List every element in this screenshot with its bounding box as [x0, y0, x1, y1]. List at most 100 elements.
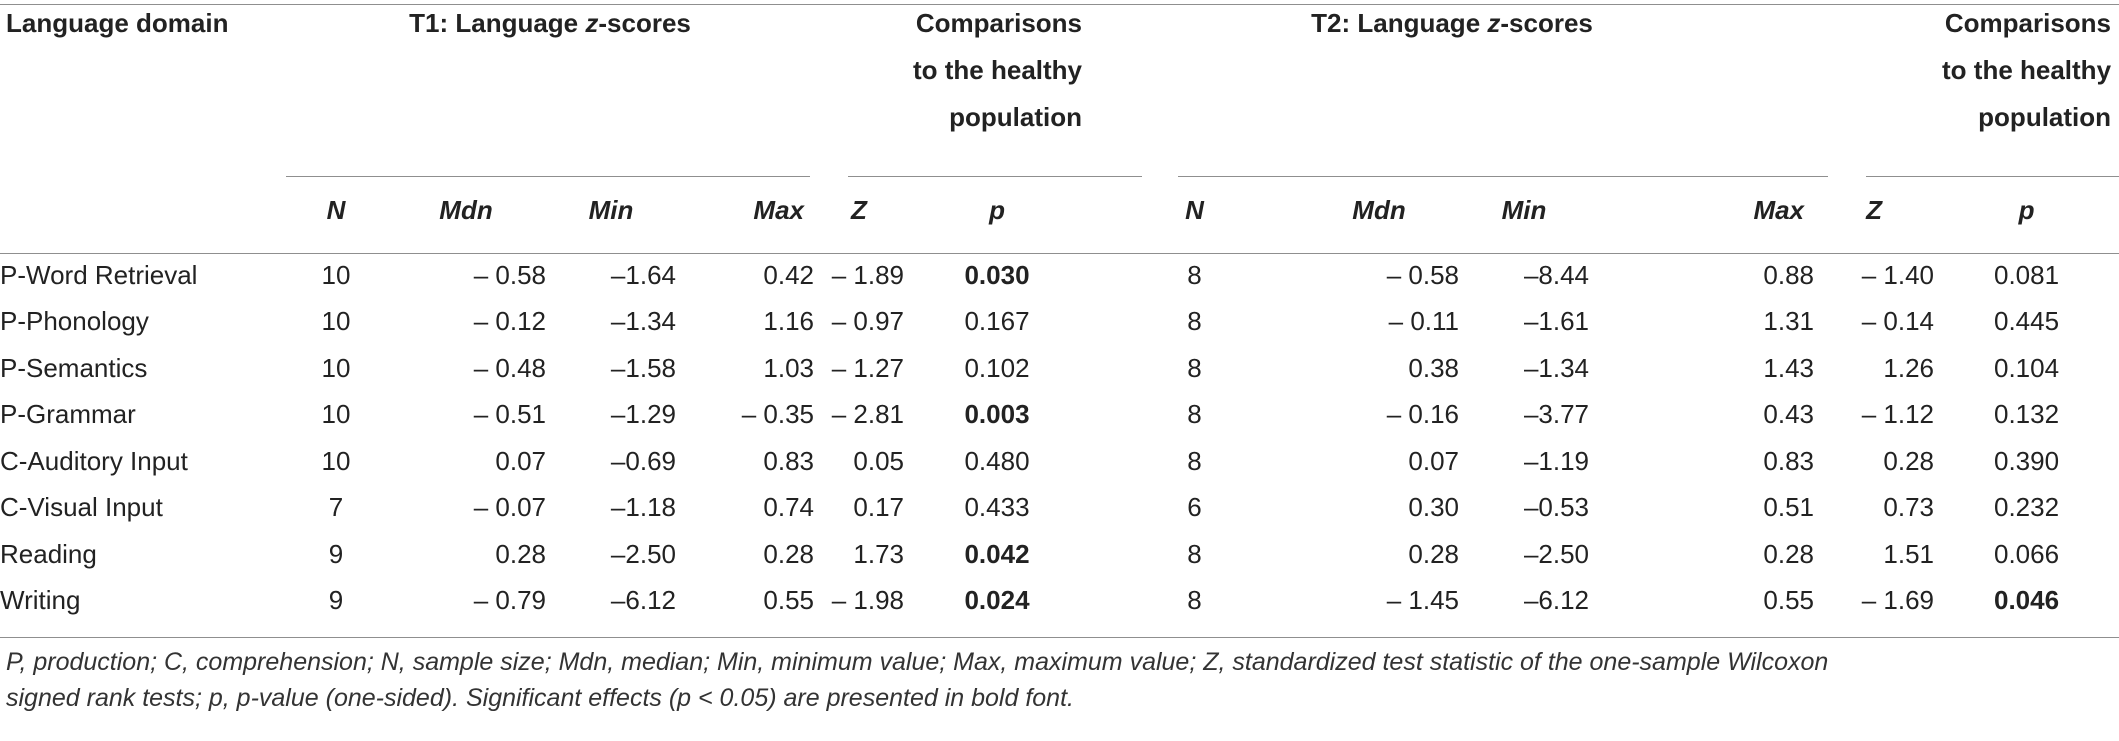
t2-min-header: Min — [1501, 194, 1547, 225]
t2-n-cell: 8 — [1187, 306, 1202, 337]
t2-comparison-rule — [1866, 176, 2119, 177]
t2-mdn-cell: 0.30 — [1408, 492, 1460, 523]
table-row: C-Auditory Input 10 0.07 –0.69 0.83 0.05 0.480… — [0, 438, 2119, 485]
t2-mdn-cell: 0.07 — [1408, 445, 1460, 476]
t2-n-cell: 8 — [1187, 399, 1202, 430]
t1-mdn-cell: – 0.79 — [473, 585, 546, 616]
t2-min-cell: –2.50 — [1523, 538, 1590, 569]
t2-max-cell: 0.51 — [1763, 492, 1815, 523]
t1-max-cell: 0.42 — [763, 259, 814, 290]
t1-n-cell: 10 — [321, 352, 351, 383]
row-domain-label: P-Word Retrieval — [0, 259, 198, 290]
t2-n-cell: 8 — [1187, 538, 1202, 569]
table-row: P-Word Retrieval 10 – 0.58 –1.64 0.42 – 1.89 0… — [0, 248, 2119, 299]
t2-n-cell: 8 — [1187, 259, 1202, 290]
t1-z-cell: – 2.81 — [831, 399, 904, 430]
t2-mdn-cell: – 0.58 — [1386, 259, 1460, 290]
t1-max-cell: 1.16 — [763, 306, 814, 337]
t1-title-z: z — [585, 8, 599, 38]
t2-z-cell: – 1.12 — [1861, 399, 1935, 430]
t1-p-cell: 0.433 — [964, 492, 1030, 523]
t2-z-cell: 0.28 — [1883, 445, 1935, 476]
table-row: P-Phonology 10 – 0.12 –1.34 1.16 – 0.97 0.167 8… — [0, 299, 2119, 346]
t2-max-cell: 1.31 — [1763, 306, 1815, 337]
t2-p-cell: 0.232 — [1993, 492, 2060, 523]
t2-p-cell: 0.066 — [1993, 538, 2060, 569]
footnote-line-2: signed rank tests; p, p-value (one-sided… — [6, 684, 1074, 712]
t1-group-header: T1: Language z-scores — [286, 0, 814, 172]
t2-z-cell: – 1.69 — [1861, 585, 1935, 616]
table-row: P-Grammar 10 – 0.51 –1.29 – 0.35 – 2.81 0.003 8… — [0, 392, 2119, 439]
row-domain-label: Reading — [0, 538, 97, 569]
t2-max-cell: 0.28 — [1763, 538, 1815, 569]
footnote-line-1: P, production; C, comprehension; N, samp… — [6, 648, 1829, 676]
t1-z-cell: 0.17 — [853, 492, 904, 523]
table-top-rule — [0, 4, 2119, 5]
t2-n-cell: 8 — [1187, 445, 1202, 476]
header-column-row: N Mdn Min Max Z p N Mdn Min Max Z p — [0, 172, 2119, 248]
t1-comparison-rule — [848, 176, 1142, 177]
t1-min-header: Min — [588, 194, 634, 225]
t1-min-cell: –1.29 — [610, 399, 676, 430]
t1-n-cell: 10 — [321, 445, 351, 476]
t2-mdn-cell: 0.38 — [1408, 352, 1460, 383]
t2-p-cell: 0.390 — [1993, 445, 2060, 476]
t1-z-cell: 1.73 — [853, 538, 904, 569]
table-footnote: P, production; C, comprehension; N, samp… — [6, 644, 2106, 716]
table-row: C-Visual Input 7 – 0.07 –1.18 0.74 0.17 0.433 6… — [0, 485, 2119, 532]
t1-min-cell: –6.12 — [610, 585, 676, 616]
t1-n-cell: 10 — [321, 259, 351, 290]
t1-mdn-cell: 0.07 — [495, 445, 546, 476]
t1-max-cell: – 0.35 — [741, 399, 814, 430]
header-bottom-rule — [0, 253, 2119, 254]
t1-n-cell: 9 — [328, 538, 344, 569]
t2-title-prefix: T2: Language — [1311, 8, 1488, 38]
t2-n-header: N — [1185, 194, 1204, 225]
t2-mdn-cell: 0.28 — [1408, 538, 1460, 569]
t1-mdn-cell: – 0.12 — [473, 306, 546, 337]
empty-header-cell — [0, 172, 286, 248]
t1-min-cell: –2.50 — [610, 538, 676, 569]
row-domain-label: C-Visual Input — [0, 492, 163, 523]
t2-max-cell: 0.43 — [1763, 399, 1815, 430]
table-bottom-rule — [0, 637, 2119, 638]
t2-max-cell: 1.43 — [1763, 352, 1815, 383]
t2-max-cell: 0.55 — [1763, 585, 1815, 616]
t1-n-cell: 9 — [328, 585, 344, 616]
row-domain-label: P-Semantics — [0, 352, 148, 383]
t1-n-cell: 10 — [321, 306, 351, 337]
t2-min-cell: –1.34 — [1523, 352, 1590, 383]
t2-min-cell: –1.19 — [1523, 445, 1590, 476]
t2-mdn-header: Mdn — [1352, 194, 1406, 225]
t1-z-header: Z — [851, 194, 867, 225]
t1-mdn-cell: – 0.07 — [473, 492, 546, 523]
t2-p-cell: 0.132 — [1993, 399, 2060, 430]
t2-z-cell: – 0.14 — [1861, 306, 1935, 337]
t2-p-cell: 0.046 — [1993, 585, 2060, 616]
t1-min-cell: –1.58 — [610, 352, 676, 383]
t2-min-cell: –0.53 — [1523, 492, 1590, 523]
t2-max-cell: 0.83 — [1763, 445, 1815, 476]
t1-z-cell: – 1.98 — [831, 585, 904, 616]
t1-p-header: p — [989, 194, 1005, 225]
t2-group-rule — [1178, 176, 1828, 177]
t2-z-cell: – 1.40 — [1861, 259, 1935, 290]
t1-title-prefix: T1: Language — [409, 8, 586, 38]
row-domain-label: P-Phonology — [0, 306, 149, 337]
t1-p-cell: 0.024 — [964, 585, 1030, 616]
t2-min-cell: –3.77 — [1523, 399, 1590, 430]
t2-comparison-line1: Comparisons — [1944, 8, 2112, 38]
t1-max-cell: 0.83 — [763, 445, 814, 476]
t1-min-cell: –0.69 — [610, 445, 676, 476]
t1-comparison-header: Comparisons to the healthy population — [814, 0, 1090, 172]
t1-p-cell: 0.102 — [964, 352, 1030, 383]
t1-p-cell: 0.167 — [964, 306, 1030, 337]
table-row: Writing 9 – 0.79 –6.12 0.55 – 1.98 0.024 8 – 1.4… — [0, 578, 2119, 625]
t1-comparison-line1: Comparisons — [915, 8, 1083, 38]
t2-min-cell: –1.61 — [1523, 306, 1590, 337]
table-row: Reading 9 0.28 –2.50 0.28 1.73 0.042 8 0.28 –2.50… — [0, 531, 2119, 578]
table-body: P-Word Retrieval 10 – 0.58 –1.64 0.42 – 1.89 0… — [0, 248, 2119, 624]
t1-n-cell: 10 — [321, 399, 351, 430]
t2-min-cell: –6.12 — [1523, 585, 1590, 616]
t1-title-suffix: -scores — [598, 8, 691, 38]
